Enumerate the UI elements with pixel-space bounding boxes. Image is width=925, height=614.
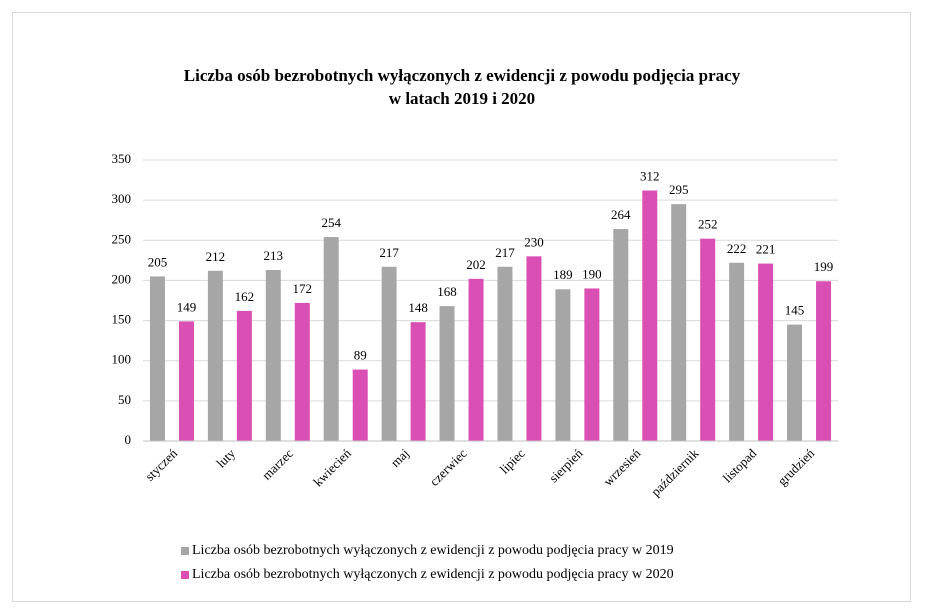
x-tick-label: październik	[648, 445, 702, 499]
value-label: 222	[727, 241, 747, 256]
chart-title: Liczba osób bezrobotnych wyłączonych z e…	[183, 66, 741, 108]
bar	[497, 266, 513, 441]
bar	[468, 278, 484, 441]
chart-frame	[12, 12, 911, 602]
bar	[236, 310, 252, 441]
value-label: 230	[524, 234, 544, 249]
value-label: 264	[611, 207, 631, 222]
legend-label: Liczba osób bezrobotnych wyłączonych z e…	[192, 567, 674, 582]
value-label: 189	[553, 267, 573, 282]
value-label: 254	[321, 215, 341, 230]
legend-swatch	[181, 547, 189, 555]
value-label: 205	[148, 254, 168, 269]
bar	[671, 204, 687, 441]
x-tick-label: lipiec	[497, 445, 528, 476]
bar	[323, 237, 339, 441]
bar	[555, 289, 571, 441]
legend-label: Liczba osób bezrobotnych wyłączonych z e…	[192, 543, 674, 558]
bar	[410, 322, 426, 441]
value-label: 172	[293, 281, 313, 296]
value-label: 199	[814, 259, 834, 274]
x-tick-label: marzec	[259, 445, 296, 482]
value-label: 221	[756, 242, 776, 257]
y-tick-label: 150	[112, 312, 132, 327]
y-tick-label: 350	[112, 151, 132, 166]
bar	[700, 238, 716, 441]
bar	[584, 288, 600, 441]
x-tick-label: listopad	[720, 445, 760, 485]
y-tick-label: 300	[112, 191, 132, 206]
bar	[613, 229, 629, 441]
y-tick-label: 50	[118, 392, 131, 407]
x-tick-label: maj	[387, 446, 411, 470]
value-label: 148	[408, 300, 428, 315]
x-tick-label: wrzesień	[600, 445, 644, 489]
bar	[642, 190, 658, 441]
value-label: 202	[466, 257, 486, 272]
value-label: 252	[698, 217, 718, 232]
x-tick-label: grudzień	[775, 445, 818, 488]
bar	[758, 263, 774, 441]
bar	[178, 321, 194, 441]
bar	[526, 256, 542, 441]
bar	[265, 269, 281, 441]
value-label: 145	[785, 303, 805, 318]
value-label: 89	[354, 348, 367, 363]
value-label: 212	[206, 249, 226, 264]
bar	[294, 302, 310, 441]
x-tick-label: czerwiec	[427, 445, 470, 488]
bar	[787, 324, 803, 441]
x-tick-label: kwiecień	[310, 445, 354, 489]
bar	[149, 276, 165, 441]
x-tick-label: sierpień	[546, 445, 586, 485]
y-tick-label: 0	[125, 432, 132, 447]
value-label: 149	[177, 299, 197, 314]
value-label: 312	[640, 168, 660, 183]
value-label: 168	[437, 284, 457, 299]
bar	[816, 281, 832, 441]
bar	[207, 270, 223, 441]
value-label: 217	[495, 245, 515, 260]
bar	[352, 369, 368, 441]
value-label: 213	[264, 248, 284, 263]
bar	[439, 306, 455, 441]
x-tick-label: luty	[213, 445, 238, 470]
x-tick-label: styczeń	[142, 445, 181, 484]
y-tick-label: 200	[112, 271, 132, 286]
y-tick-label: 100	[112, 352, 132, 367]
y-tick-label: 250	[112, 231, 132, 246]
legend-swatch	[181, 571, 189, 579]
bar	[729, 262, 745, 441]
value-label: 217	[379, 245, 399, 260]
value-label: 162	[235, 289, 255, 304]
value-label: 190	[582, 266, 602, 281]
value-label: 295	[669, 182, 689, 197]
bar	[381, 266, 397, 441]
